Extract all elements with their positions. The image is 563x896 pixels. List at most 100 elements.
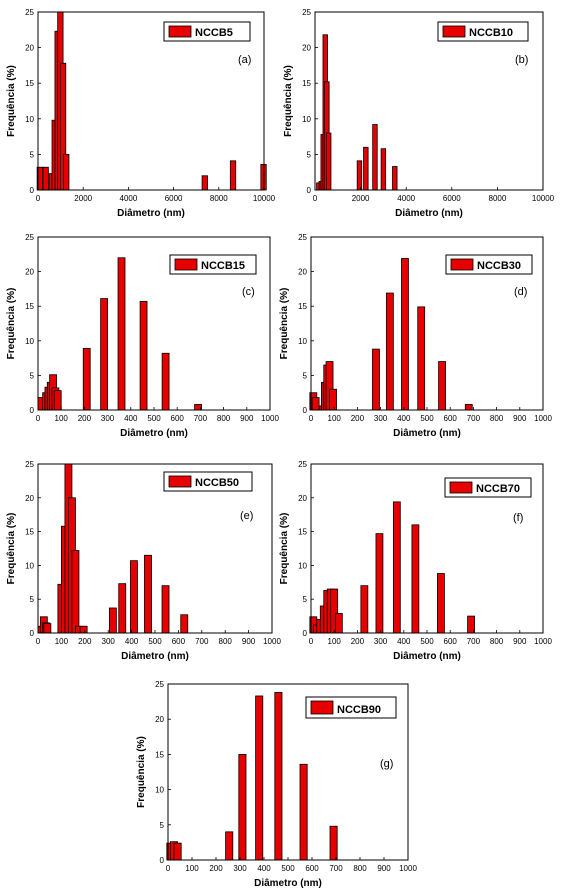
x-tick-label: 900: [513, 637, 527, 646]
histogram-bar: [372, 348, 380, 411]
legend-swatch: [168, 25, 192, 38]
histogram-bar: [299, 763, 308, 861]
histogram-bar: [329, 825, 338, 861]
x-tick-label: 0: [36, 414, 41, 423]
x-tick-label: 600: [171, 414, 185, 423]
chart-panel-g: 0 100 200 300 400 500 600 700 800 900 1000 0 5 10 15 20…: [136, 680, 417, 889]
y-tick-label: 5: [30, 371, 35, 380]
y-tick-label: 25: [302, 8, 311, 17]
y-tick-label: 0: [30, 186, 35, 195]
histogram-bar: [325, 132, 332, 191]
x-tick-label: 400: [257, 864, 271, 873]
x-tick-label: 0: [166, 864, 171, 873]
histogram-bar: [82, 348, 91, 411]
histogram-bar: [130, 560, 138, 634]
histogram-bar: [63, 153, 70, 191]
histogram-bar: [161, 352, 170, 411]
histogram-bar: [392, 166, 398, 191]
x-tick-label: 8000: [210, 194, 228, 203]
x-tick-label: 100: [55, 414, 69, 423]
x-tick-label: 900: [377, 864, 391, 873]
chart-panel-b: 0 2000 4000 6000 8000 10000 0 5 10 15 20 25 Diâmetro…: [283, 8, 555, 219]
x-tick-label: 800: [353, 864, 367, 873]
x-tick-label: 300: [233, 864, 247, 873]
x-tick-label: 1000: [534, 414, 552, 423]
panel-label: (d): [514, 286, 527, 298]
y-tick-label: 5: [30, 150, 35, 159]
y-tick-label: 10: [155, 786, 164, 795]
plot-frame: [314, 11, 544, 191]
y-tick-label: 10: [25, 115, 34, 124]
x-tick-label: 400: [397, 414, 411, 423]
x-tick-label: 700: [329, 864, 343, 873]
histogram-bar: [255, 695, 264, 861]
y-tick-label: 0: [160, 856, 165, 865]
y-tick-label: 15: [25, 528, 34, 537]
y-axis-label: Frequência (%): [6, 288, 17, 360]
y-tick-label: 15: [302, 79, 311, 88]
x-tick-label: 100: [185, 864, 199, 873]
histogram-bar: [180, 614, 189, 634]
x-axis-label: Diâmetro (nm): [395, 208, 463, 219]
x-tick-label: 0: [309, 637, 314, 646]
histogram-bar: [417, 306, 426, 411]
y-tick-label: 10: [298, 337, 307, 346]
histogram-bar: [139, 300, 148, 411]
x-tick-label: 0: [313, 194, 318, 203]
chart-panel-f: 0 100 200 300 400 500 600 700 800 900 1000 0 5 10 15 20…: [279, 460, 552, 662]
histogram-bar: [401, 258, 409, 411]
x-tick-label: 500: [420, 637, 434, 646]
histogram-bar: [356, 160, 363, 191]
y-tick-label: 20: [25, 44, 34, 53]
x-tick-label: 4000: [120, 194, 138, 203]
histogram-bar: [238, 754, 247, 861]
x-axis-label: Diâmetro (nm): [393, 651, 461, 662]
legend-swatch: [450, 258, 474, 271]
histogram-bar: [464, 404, 473, 411]
x-tick-label: 1000: [263, 637, 281, 646]
histogram-bar: [385, 292, 394, 411]
x-tick-label: 2000: [74, 194, 92, 203]
x-tick-label: 0: [36, 637, 41, 646]
y-tick-label: 15: [155, 750, 164, 759]
x-tick-label: 800: [490, 637, 504, 646]
x-tick-label: 700: [194, 414, 208, 423]
y-tick-label: 25: [155, 680, 164, 689]
histogram-bar: [71, 550, 80, 634]
x-tick-label: 900: [240, 414, 254, 423]
x-tick-label: 2000: [352, 194, 370, 203]
panel-label: (g): [380, 758, 393, 770]
y-tick-label: 25: [298, 233, 307, 242]
histogram-bar: [118, 583, 127, 634]
legend-label: NCCB15: [201, 260, 245, 272]
histogram-bar: [360, 585, 369, 634]
y-axis-label: Frequência (%): [6, 65, 17, 137]
histogram-bar: [100, 298, 108, 411]
histogram-bar: [117, 257, 126, 411]
histogram-bar: [311, 397, 320, 411]
y-tick-label: 20: [298, 268, 307, 277]
x-tick-label: 500: [147, 414, 161, 423]
x-tick-label: 400: [125, 637, 139, 646]
x-axis-label: Diâmetro (nm): [254, 878, 322, 889]
legend-label: NCCB50: [195, 477, 239, 489]
x-tick-label: 10000: [532, 194, 555, 203]
y-tick-label: 25: [25, 460, 34, 469]
histogram-bar: [79, 625, 88, 634]
y-tick-label: 25: [25, 8, 34, 17]
x-tick-label: 800: [217, 414, 231, 423]
histogram-bar: [42, 166, 49, 191]
legend-swatch: [449, 481, 473, 494]
histogram-bar: [274, 692, 283, 861]
histogram-bar: [225, 831, 234, 861]
x-tick-label: 600: [172, 637, 186, 646]
y-tick-label: 20: [298, 494, 307, 503]
legend-swatch: [310, 700, 334, 715]
y-tick-label: 25: [25, 233, 34, 242]
x-tick-label: 200: [78, 414, 92, 423]
y-tick-label: 20: [25, 494, 34, 503]
chart-panel-d: 0 100 200 300 400 500 600 700 800 900 1000 0 5 10 15 20…: [279, 233, 552, 439]
x-tick-label: 800: [219, 637, 233, 646]
histogram-bar: [363, 146, 369, 191]
